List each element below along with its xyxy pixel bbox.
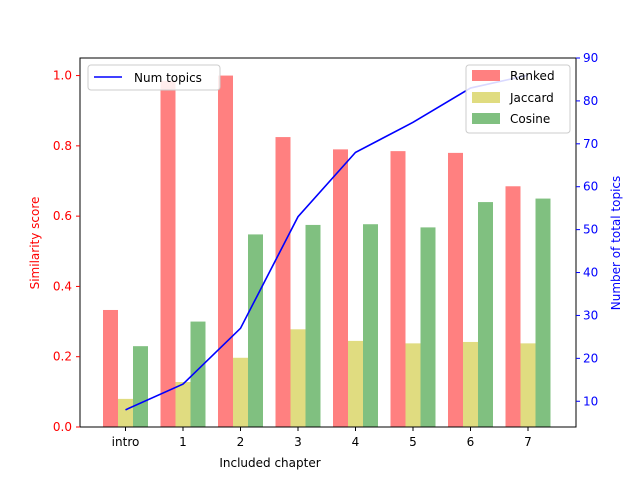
bar-cosine-5 bbox=[420, 227, 436, 427]
y-ticks-left: 0.0 0.2 0.4 0.6 0.8 1.0 bbox=[53, 69, 80, 434]
bars-layer bbox=[103, 75, 551, 428]
x-tick-label: intro bbox=[112, 435, 140, 449]
x-tick-label: 1 bbox=[179, 435, 187, 449]
bar-ranked-intro bbox=[103, 309, 118, 427]
y2-tick-label: 30 bbox=[583, 308, 598, 322]
y2-tick-label: 10 bbox=[583, 394, 598, 408]
bar-jaccard-5 bbox=[405, 343, 421, 427]
x-tick-label: 5 bbox=[409, 435, 417, 449]
line-layer bbox=[125, 74, 529, 411]
bar-jaccard-3 bbox=[290, 329, 306, 427]
y2-tick-label: 70 bbox=[583, 137, 598, 151]
y2-tick-label: 80 bbox=[583, 94, 598, 108]
legend-frame bbox=[87, 64, 221, 91]
bar-cosine-intro bbox=[133, 346, 148, 427]
bar-jaccard-6 bbox=[463, 341, 478, 427]
x-tick-label: 7 bbox=[524, 435, 532, 449]
legend-scores: Ranked Jaccard Cosine bbox=[465, 64, 571, 134]
x-tick-label: 4 bbox=[352, 435, 360, 449]
line-num-topics bbox=[125, 74, 529, 411]
y-tick-label: 0.4 bbox=[53, 279, 72, 293]
y-tick-label: 0.0 bbox=[53, 420, 72, 434]
bar-ranked-4 bbox=[333, 149, 348, 427]
y2-tick-label: 90 bbox=[583, 51, 598, 65]
x-tick-label: 3 bbox=[294, 435, 302, 449]
bar-cosine-1 bbox=[190, 321, 206, 427]
plot-frame bbox=[79, 57, 577, 428]
bar-ranked-3 bbox=[275, 137, 291, 428]
bar-ranked-5 bbox=[390, 151, 406, 427]
legend-swatch-jaccard bbox=[472, 92, 500, 103]
legend-label-num-topics: Num topics bbox=[134, 71, 202, 85]
y-axis-label: Similarity score bbox=[28, 197, 42, 290]
bar-jaccard-1 bbox=[175, 382, 191, 427]
legend-swatch-ranked bbox=[472, 70, 500, 81]
bar-ranked-7 bbox=[505, 186, 521, 427]
bar-jaccard-7 bbox=[520, 343, 536, 427]
legend-swatch-cosine bbox=[472, 113, 500, 124]
y-tick-label: 0.6 bbox=[53, 209, 72, 223]
bar-cosine-6 bbox=[478, 202, 493, 427]
y2-tick-label: 40 bbox=[583, 266, 598, 280]
bar-jaccard-4 bbox=[348, 340, 363, 427]
legend-num-topics: Num topics bbox=[87, 64, 221, 91]
bar-ranked-2 bbox=[218, 75, 233, 428]
x-tick-label: 2 bbox=[237, 435, 245, 449]
axes-layer bbox=[79, 57, 577, 428]
y-ticks-right: 10 20 30 40 50 60 70 80 90 bbox=[576, 51, 598, 408]
y2-tick-label: 60 bbox=[583, 180, 598, 194]
bar-cosine-7 bbox=[535, 198, 551, 427]
x-ticks: intro 1 2 3 4 5 6 7 bbox=[112, 427, 532, 449]
y2-tick-label: 20 bbox=[583, 351, 598, 365]
y-tick-label: 0.2 bbox=[53, 350, 72, 364]
y-tick-label: 1.0 bbox=[53, 69, 72, 83]
y2-axis-label: Number of total topics bbox=[609, 176, 623, 311]
legend-label-jaccard: Jaccard bbox=[509, 91, 554, 105]
bar-cosine-3 bbox=[305, 224, 321, 427]
bar-cosine-4 bbox=[363, 224, 378, 427]
x-axis-label: Included chapter bbox=[219, 456, 320, 470]
bar-cosine-2 bbox=[248, 234, 263, 427]
legend-label-cosine: Cosine bbox=[510, 112, 550, 126]
bar-ranked-1 bbox=[160, 80, 176, 427]
y2-tick-label: 50 bbox=[583, 223, 598, 237]
bar-jaccard-2 bbox=[233, 357, 248, 427]
x-tick-label: 6 bbox=[467, 435, 475, 449]
legend-label-ranked: Ranked bbox=[510, 69, 555, 83]
y-tick-label: 0.8 bbox=[53, 139, 72, 153]
bar-jaccard-intro bbox=[118, 398, 133, 427]
bar-ranked-6 bbox=[448, 152, 463, 427]
